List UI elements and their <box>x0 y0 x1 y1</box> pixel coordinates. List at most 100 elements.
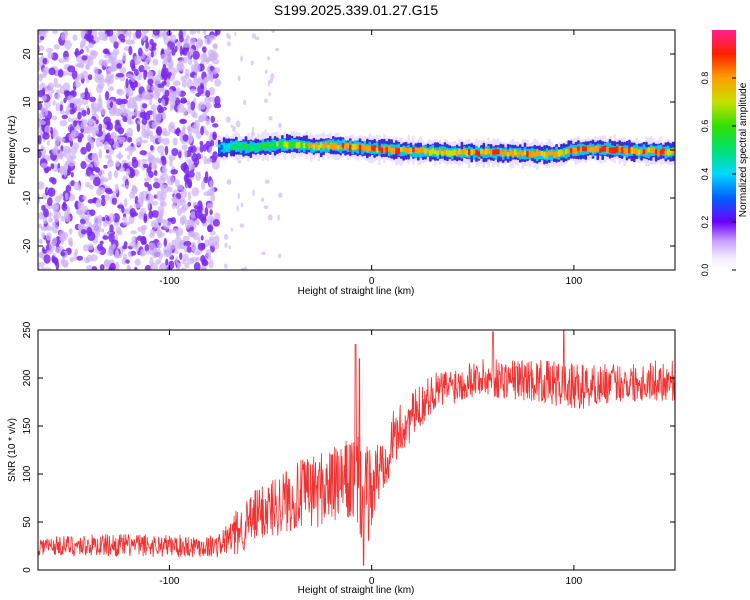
colorbar-tick-label: 0.6 <box>700 120 710 133</box>
spectrogram-noise-speck <box>81 70 89 78</box>
spectrogram-noise-speck <box>158 176 165 185</box>
spectrogram-noise-speck <box>230 124 233 128</box>
spectrogram-noise-speck <box>171 148 179 156</box>
spectrogram-noise-speck <box>122 116 128 122</box>
spectrogram-noise-speck <box>187 125 192 136</box>
snr-ylabel: SNR (10 * v/v) <box>7 418 18 482</box>
spectrogram-signal-cell <box>475 149 478 156</box>
spectrogram-noise-speck <box>187 178 193 188</box>
spectrogram-noise-speck <box>196 146 201 155</box>
spectrogram-signal-cell <box>586 146 590 152</box>
spectrogram-noise-speck <box>269 78 273 84</box>
spectrogram-noise-speck <box>267 214 273 221</box>
spectrogram-noise-speck <box>106 121 113 131</box>
spectrogram-signal-cell <box>613 147 617 154</box>
spectrogram-noise-speck <box>138 213 144 220</box>
spectrogram-noise-speck <box>108 86 115 92</box>
spectrogram-signal-cell <box>518 150 522 155</box>
spectrogram-noise-speck <box>125 259 130 264</box>
spectrogram-noise-speck <box>104 194 111 201</box>
spectrogram-signal-cell <box>448 150 452 157</box>
spectrogram-noise-speck <box>159 87 167 93</box>
spectrogram-noise-speck <box>91 106 97 116</box>
spectrogram-noise-speck <box>38 181 45 190</box>
spectrogram-noise-speck <box>181 258 186 265</box>
spectrogram-noise-speck <box>128 102 135 109</box>
spectrogram-noise-speck <box>199 144 204 153</box>
spectrogram-noise-speck <box>268 116 273 121</box>
spectrogram-signal-cell <box>434 149 437 155</box>
spectrogram-noise-speck <box>83 215 90 221</box>
spectrogram-noise-speck <box>180 162 188 172</box>
spectrogram-noise-speck <box>122 221 131 226</box>
spectrogram-signal-cell <box>647 147 651 153</box>
spectrogram-signal-cell <box>511 150 515 158</box>
spectrogram-noise-speck <box>153 170 158 176</box>
spectrogram-signal-cell <box>244 143 248 149</box>
spectrogram-ylabel: Frequency (Hz) <box>7 116 18 185</box>
spectrogram-noise-speck <box>91 153 97 162</box>
spectrogram-signal-cell <box>562 150 566 156</box>
spectrogram-noise-speck <box>232 125 236 133</box>
spectrogram-ytick-label: 10 <box>22 96 33 108</box>
snr-ytick-label: 100 <box>22 465 33 482</box>
spectrogram-noise-speck <box>210 194 216 202</box>
spectrogram-noise-speck <box>51 177 57 185</box>
spectrogram-noise-speck <box>170 169 178 175</box>
spectrogram-noise-speck <box>55 102 61 112</box>
snr-series-line <box>38 330 675 566</box>
spectrogram-noise-speck <box>205 118 211 126</box>
spectrogram-noise-speck <box>61 70 69 76</box>
spectrogram-signal-cell <box>322 143 325 150</box>
spectrogram-noise-speck <box>210 72 214 83</box>
spectrogram-signal-cell <box>407 148 410 155</box>
spectrogram-signal-cell <box>276 141 279 147</box>
spectrogram-noise-speck <box>82 205 88 213</box>
spectrogram-signal-cell <box>305 143 308 149</box>
spectrogram-noise-speck <box>156 190 164 201</box>
spectrogram-noise-speck <box>148 210 154 219</box>
spectrogram-noise-speck <box>168 124 172 133</box>
spectrogram-noise-speck <box>150 145 154 151</box>
spectrogram-noise-speck <box>48 217 53 223</box>
spectrogram-signal-cell <box>645 149 648 155</box>
spectrogram-noise-speck <box>175 256 179 265</box>
spectrogram-noise-speck <box>50 204 59 210</box>
spectrogram-noise-speck <box>193 74 198 81</box>
spectrogram-noise-speck <box>51 115 58 121</box>
spectrogram-signal-cell <box>540 150 544 157</box>
spectrogram-noise-speck <box>98 59 106 67</box>
spectrogram-noise-speck <box>97 214 103 224</box>
spectrogram-signal-cell <box>494 148 498 155</box>
spectrogram-noise-speck <box>267 80 271 87</box>
spectrogram-noise-speck <box>125 39 133 45</box>
spectrogram-noise-speck <box>110 73 115 79</box>
spectrogram-noise-speck <box>252 189 255 197</box>
snr-ytick-label: 50 <box>22 516 33 528</box>
spectrogram-noise-speck <box>41 232 46 239</box>
spectrogram-noise-speck <box>108 170 112 181</box>
spectrogram-noise-speck <box>139 250 146 257</box>
spectrogram-noise-speck <box>121 206 125 214</box>
spectrogram-noise-speck <box>134 258 141 266</box>
spectrogram-noise-speck <box>115 160 120 167</box>
spectrogram-signal-cell <box>361 143 364 150</box>
spectrogram-signal-cell <box>640 148 643 154</box>
snr-ytick-label: 200 <box>22 369 33 386</box>
spectrogram-noise-speck <box>163 245 171 255</box>
spectrogram-signal-cell <box>489 149 493 156</box>
spectrogram-noise-speck <box>43 208 49 218</box>
spectrogram-noise-speck <box>85 64 90 70</box>
spectrogram-noise-speck <box>178 59 184 68</box>
spectrogram-noise-speck <box>124 208 129 213</box>
spectrogram-signal-cell <box>584 146 587 152</box>
spectrogram-noise-speck <box>55 89 61 94</box>
spectrogram-noise-speck <box>94 72 101 83</box>
spectrogram-noise-speck <box>67 160 76 167</box>
spectrogram-noise-speck <box>117 108 124 116</box>
spectrogram-noise-speck <box>138 65 145 73</box>
spectrogram-signal-cell <box>247 145 250 151</box>
spectrogram-noise-speck <box>119 67 127 74</box>
spectrogram-noise-speck <box>199 141 204 146</box>
colorbar-tick-label: 0.2 <box>700 216 710 229</box>
